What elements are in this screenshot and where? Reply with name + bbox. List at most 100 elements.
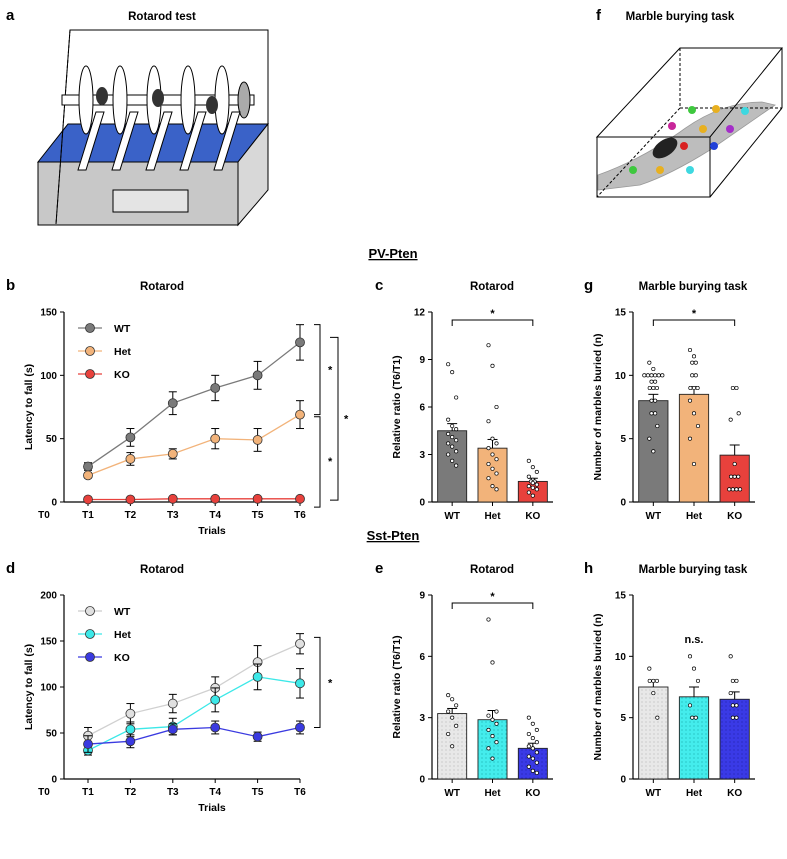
data-point (450, 744, 455, 749)
x-tick-label: T6 (294, 510, 306, 521)
data-point (252, 671, 263, 682)
data-point (454, 449, 459, 454)
data-point (690, 715, 695, 720)
data-point (730, 678, 735, 683)
chart-title: Rotarod (140, 564, 184, 576)
data-point (486, 461, 491, 467)
data-point (83, 470, 93, 481)
y-tick-label: 6 (419, 403, 425, 414)
y-tick-label: 5 (620, 713, 626, 724)
legend-marker (85, 346, 95, 356)
section-title-sst: Sst-Pten (367, 528, 420, 543)
chart-c: c Rotarod 0 3 6 9 12 Relative ratio (T6/T1) WT He… (375, 277, 553, 522)
data-point (534, 770, 539, 775)
data-point (490, 484, 495, 489)
data-point (651, 691, 656, 696)
series-het: Het (78, 346, 305, 481)
data-point (530, 736, 535, 741)
data-point (655, 423, 660, 429)
panel-a: a Rotarod test (6, 7, 270, 227)
data-point (688, 385, 693, 391)
y-tick-label: 0 (419, 498, 425, 509)
data-point (693, 373, 698, 378)
data-point (656, 373, 661, 378)
data-point (490, 717, 495, 722)
x-tick-label: T5 (252, 787, 264, 798)
data-point (252, 493, 263, 504)
chart-g: g Marble burying task 0 5 10 15 Number of marb… (584, 277, 755, 522)
significance-bracket (314, 636, 321, 728)
x-tick-label: T3 (167, 787, 179, 798)
data-point (454, 395, 459, 400)
data-point (210, 383, 221, 393)
data-point (693, 360, 698, 365)
data-point (730, 487, 735, 492)
data-point (730, 703, 735, 708)
marble-cage-illustration (595, 47, 784, 198)
y-tick-label: 0 (620, 498, 626, 509)
significance-bracket (330, 336, 339, 501)
bar-group-ko (517, 458, 548, 503)
significance-mark: n.s. (685, 634, 704, 646)
y-tick-label: 15 (615, 591, 627, 602)
data-point (730, 715, 735, 720)
bar-group-het (477, 343, 508, 503)
y-tick-label: 150 (40, 308, 57, 319)
legend-marker (85, 606, 95, 616)
significance-mark: * (328, 677, 333, 689)
data-point (687, 347, 693, 353)
data-point (490, 734, 495, 739)
legend-marker (85, 323, 95, 333)
y-tick-label: 0 (51, 498, 57, 509)
significance-mark: * (344, 414, 349, 426)
y-tick-label: 3 (419, 713, 425, 724)
data-point (210, 722, 221, 733)
x-tick-label: T2 (125, 787, 137, 798)
data-point (687, 398, 693, 403)
data-point (446, 417, 451, 422)
series-line (87, 414, 301, 477)
bar-group-wt (437, 362, 468, 503)
y-axis-label: Latency to fall (s) (23, 644, 35, 730)
data-point (653, 411, 658, 416)
data-point (534, 482, 539, 487)
data-point (167, 398, 178, 409)
data-point (295, 337, 305, 348)
data-point (494, 487, 499, 492)
data-point (446, 362, 451, 367)
bar-group-ko (517, 715, 548, 780)
data-point (490, 452, 495, 457)
data-point (167, 448, 178, 459)
data-point (252, 731, 263, 742)
x-tick-label: WT (646, 511, 662, 522)
data-point (83, 739, 93, 749)
data-point (490, 660, 495, 665)
panel-label: d (6, 560, 15, 577)
data-point (734, 678, 739, 683)
x-tick-label: WT (646, 788, 662, 799)
x-tick-label: KO (727, 788, 742, 799)
data-point (526, 764, 531, 769)
x-tick-label: T4 (209, 787, 221, 798)
significance-bracket (451, 602, 534, 609)
data-point (653, 379, 658, 384)
data-point (691, 411, 697, 416)
panel-f-title: Marble burying task (626, 11, 735, 23)
data-point (734, 487, 739, 492)
panel-label: g (584, 277, 593, 294)
bar (678, 696, 710, 780)
bar (638, 686, 669, 780)
y-axis-label: Relative ratio (T6/T1) (391, 635, 403, 738)
data-point (651, 449, 656, 454)
data-point (651, 385, 656, 391)
data-point (687, 654, 693, 659)
data-point (526, 731, 531, 737)
bar-group-ko (719, 654, 750, 780)
x-tick-label: Het (484, 511, 501, 522)
legend-label: Het (114, 346, 131, 358)
bar-group-het (678, 654, 710, 780)
data-point (734, 385, 739, 391)
data-point (738, 487, 743, 492)
x-tick-label: T1 (82, 787, 94, 798)
data-point (647, 385, 652, 391)
